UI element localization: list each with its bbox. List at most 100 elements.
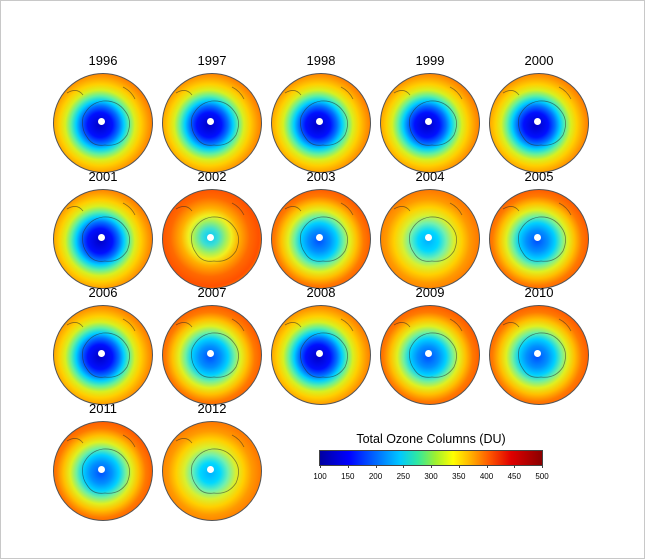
ozone-map-panel: 2000 — [489, 53, 589, 175]
coastline-outline — [66, 86, 136, 146]
ozone-polar-map — [162, 305, 262, 405]
ozone-map-panel: 2003 — [271, 169, 371, 291]
south-pole-marker — [316, 118, 323, 125]
colorbar-title: Total Ozone Columns (DU) — [356, 432, 506, 446]
colorbar-tick-label: 350 — [452, 472, 466, 481]
colorbar-tick-mark — [486, 465, 488, 468]
ozone-map-panel: 2002 — [162, 169, 262, 291]
south-pole-marker — [98, 466, 105, 473]
colorbar-tick-label: 300 — [424, 472, 438, 481]
ozone-map-panel: 1998 — [271, 53, 371, 175]
colorbar-tick-mark — [458, 465, 460, 468]
ozone-polar-map — [380, 189, 480, 289]
south-pole-marker — [316, 234, 323, 241]
ozone-polar-map — [53, 189, 153, 289]
ozone-polar-map — [489, 189, 589, 289]
coastline-outline — [393, 86, 463, 146]
coastline-outline — [393, 202, 463, 262]
ozone-map-panel: 2010 — [489, 285, 589, 407]
coastline-outline — [502, 202, 572, 262]
ozone-map-panel: 2009 — [380, 285, 480, 407]
colorbar-tick-label: 100 — [313, 472, 327, 481]
colorbar-tick-mark — [375, 465, 377, 468]
ozone-map-panel: 2012 — [162, 401, 262, 523]
colorbar-tick-mark — [514, 465, 516, 468]
panel-year-label: 1996 — [88, 53, 118, 68]
colorbar-tick-mark — [431, 465, 432, 468]
panel-year-label: 2004 — [415, 169, 445, 184]
coastline-outline — [502, 318, 572, 378]
panel-year-label: 1998 — [306, 53, 336, 68]
panel-year-label: 2001 — [88, 169, 118, 184]
panel-year-label: 2003 — [306, 169, 336, 184]
south-pole-marker — [207, 466, 214, 473]
coastline-outline — [284, 86, 354, 146]
colorbar-tick-label: 200 — [368, 472, 383, 481]
colorbar-tick-mark — [542, 465, 543, 468]
panel-year-label: 1997 — [197, 53, 227, 68]
colorbar-tick-label: 250 — [396, 472, 410, 481]
colorbar-tick-mark — [320, 465, 321, 468]
colorbar-gradient — [319, 450, 543, 466]
ozone-polar-map — [162, 189, 262, 289]
ozone-polar-map — [271, 73, 371, 173]
panel-year-label: 1999 — [415, 53, 445, 68]
panel-year-label: 2009 — [415, 285, 445, 300]
coastline-outline — [175, 318, 245, 378]
panel-year-label: 2002 — [197, 169, 227, 184]
colorbar-tick-label: 400 — [479, 472, 494, 481]
ozone-map-panel: 1996 — [53, 53, 153, 175]
coastline-outline — [284, 318, 354, 378]
ozone-map-panel: 2004 — [380, 169, 480, 291]
coastline-outline — [175, 434, 245, 494]
ozone-map-panel: 2005 — [489, 169, 589, 291]
south-pole-marker — [98, 118, 105, 125]
south-pole-marker — [425, 118, 432, 125]
panel-year-label: 2012 — [197, 401, 227, 416]
ozone-polar-map — [271, 305, 371, 405]
south-pole-marker — [207, 350, 214, 357]
ozone-polar-map — [53, 305, 153, 405]
colorbar-tick-mark — [347, 465, 349, 468]
colorbar-tick-label: 450 — [507, 472, 521, 481]
ozone-map-panel: 2001 — [53, 169, 153, 291]
panel-year-label: 2000 — [524, 53, 554, 68]
south-pole-marker — [98, 234, 105, 241]
ozone-polar-map — [489, 305, 589, 405]
south-pole-marker — [425, 350, 432, 357]
panel-year-label: 2010 — [524, 285, 554, 300]
panel-year-label: 2007 — [197, 285, 227, 300]
coastline-outline — [284, 202, 354, 262]
south-pole-marker — [425, 234, 432, 241]
ozone-polar-map — [380, 305, 480, 405]
ozone-polar-map — [53, 73, 153, 173]
panel-year-label: 2008 — [306, 285, 336, 300]
ozone-polar-map — [489, 73, 589, 173]
ozone-polar-map — [380, 73, 480, 173]
ozone-polar-map — [162, 73, 262, 173]
south-pole-marker — [534, 118, 541, 125]
ozone-polar-map — [162, 421, 262, 521]
coastline-outline — [393, 318, 463, 378]
colorbar: Total Ozone Columns (DU) 100 150 200 250 300… — [313, 431, 548, 481]
coastline-outline — [175, 86, 245, 146]
south-pole-marker — [534, 350, 541, 357]
ozone-map-panel: 2007 — [162, 285, 262, 407]
south-pole-marker — [316, 350, 323, 357]
colorbar-tick-label: 150 — [341, 472, 355, 481]
ozone-polar-map — [271, 189, 371, 289]
panel-year-label: 2006 — [88, 285, 118, 300]
coastline-outline — [66, 202, 136, 262]
south-pole-marker — [207, 118, 214, 125]
colorbar-tick-label: 500 — [535, 472, 549, 481]
coastline-outline — [66, 434, 136, 494]
south-pole-marker — [98, 350, 105, 357]
coastline-outline — [502, 86, 572, 146]
panel-year-label: 2011 — [89, 401, 117, 416]
colorbar-tick-mark — [403, 465, 405, 468]
ozone-map-panel: 1997 — [162, 53, 262, 175]
ozone-map-panel: 1999 — [380, 53, 480, 175]
south-pole-marker — [534, 234, 541, 241]
ozone-map-panel: 2008 — [271, 285, 371, 407]
coastline-outline — [175, 202, 245, 262]
